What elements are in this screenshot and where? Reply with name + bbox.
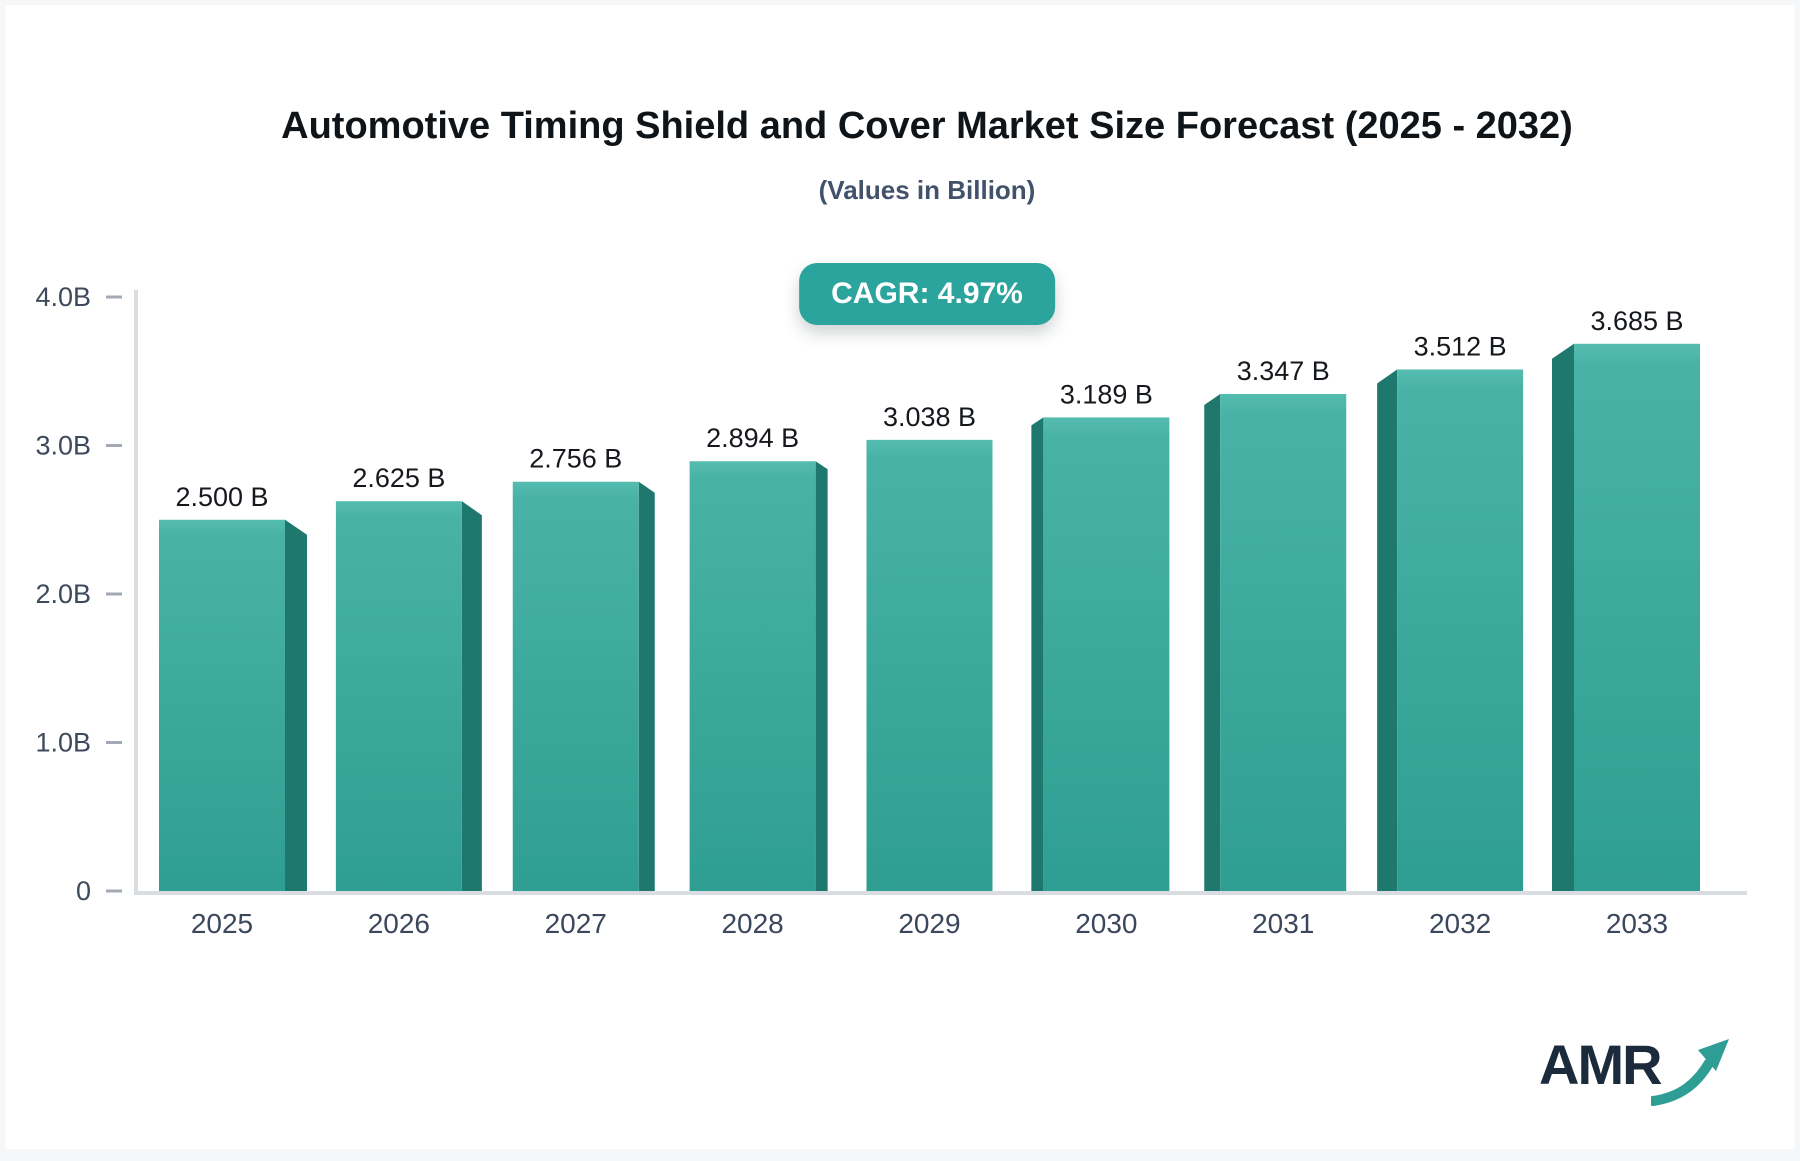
y-tick-label: 0 <box>76 876 91 906</box>
x-axis-label: 2025 <box>191 908 253 939</box>
page-subtitle: (Values in Billion) <box>818 175 1036 205</box>
bar-value-label: 3.512 B <box>1414 331 1507 361</box>
bar-2025: 2.500 B <box>159 482 307 891</box>
bar-value-label: 3.038 B <box>883 402 976 432</box>
bar-side-face <box>1204 393 1221 891</box>
y-tick-label: 1.0B <box>35 728 91 758</box>
x-axis-label: 2027 <box>545 908 607 939</box>
bar-value-label: 2.625 B <box>352 463 445 493</box>
bar-value-label: 2.500 B <box>175 482 268 512</box>
y-tick <box>106 592 122 596</box>
bar-2033: 3.685 B <box>1552 306 1700 892</box>
bar-side-face <box>1377 369 1398 891</box>
bar-2030: 3.189 B <box>1031 379 1170 891</box>
x-axis-label: 2030 <box>1075 908 1137 939</box>
y-axis-line <box>134 290 138 895</box>
x-axis-label: 2029 <box>898 908 960 939</box>
bar-2027: 2.756 B <box>512 444 655 891</box>
bar-front-face <box>866 439 993 891</box>
bar-2028: 2.894 B <box>689 423 828 891</box>
bar-value-label: 2.756 B <box>529 444 622 474</box>
amr-logo: AMR <box>1539 1035 1731 1107</box>
bar-side-face <box>1552 343 1574 892</box>
bar-front-face <box>1220 393 1347 891</box>
y-tick-label: 3.0B <box>35 431 91 461</box>
page-title: Automotive Timing Shield and Cover Marke… <box>281 105 1573 147</box>
x-axis-label: 2026 <box>368 908 430 939</box>
bar-front-face <box>689 461 816 891</box>
y-tick <box>106 444 122 447</box>
bar-side-face <box>638 481 655 891</box>
bar-front-face <box>512 481 639 891</box>
bar-front-face <box>159 519 285 891</box>
y-tick <box>106 889 122 893</box>
bar-front-face <box>1574 343 1700 892</box>
x-axis-label: 2032 <box>1429 908 1491 939</box>
x-axis-line <box>134 891 1747 895</box>
bar-side-face <box>1031 417 1044 891</box>
growth-arrow-icon <box>1650 1039 1729 1106</box>
bar-front-face <box>1043 417 1170 891</box>
x-axis-label: 2028 <box>721 908 783 939</box>
y-tick-label: 2.0B <box>35 579 91 609</box>
bar-front-face <box>335 501 462 891</box>
y-tick <box>106 295 122 299</box>
x-axis-label: 2033 <box>1606 908 1668 939</box>
amr-logo-text: AMR <box>1539 1033 1663 1096</box>
bar-value-label: 3.189 B <box>1060 379 1153 409</box>
x-axis-label: 2031 <box>1252 908 1314 939</box>
cagr-badge: CAGR: 4.97% <box>799 263 1055 325</box>
chart-card: Automotive Timing Shield and Cover Marke… <box>5 5 1795 1149</box>
bar-side-face <box>461 501 482 891</box>
bar-side-face <box>815 461 828 891</box>
y-tick <box>106 741 122 744</box>
bar-2032: 3.512 B <box>1377 331 1524 891</box>
bar-value-label: 3.347 B <box>1237 356 1330 386</box>
bar-2026: 2.625 B <box>335 463 482 891</box>
y-tick-label: 4.0B <box>35 282 91 312</box>
bar-2029: 3.038 B <box>866 402 993 891</box>
bar-side-face <box>285 519 307 891</box>
bar-2031: 3.347 B <box>1204 356 1347 891</box>
bar-value-label: 3.685 B <box>1590 306 1683 336</box>
bar-value-label: 2.894 B <box>706 423 799 453</box>
bar-front-face <box>1397 369 1524 891</box>
bar-chart: 0 1.0B 2.0B 3.0B 4.0B 2.500 B 2025 2.625 B 2026 2… <box>35 282 1747 939</box>
